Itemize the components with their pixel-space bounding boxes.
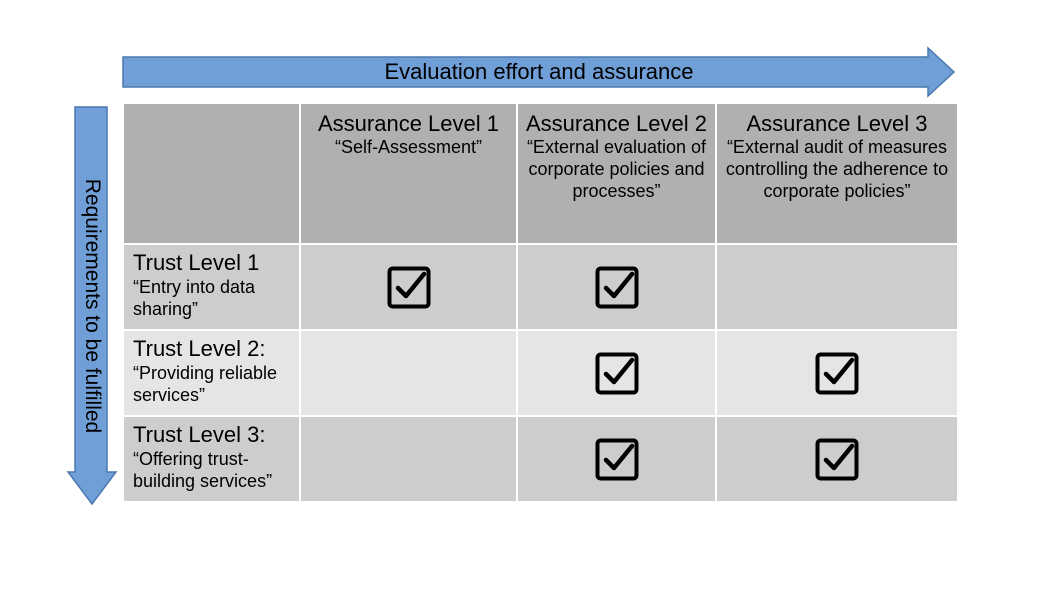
matrix-cell bbox=[518, 245, 715, 329]
column-header-assurance-3: Assurance Level 3 “External audit of mea… bbox=[717, 104, 957, 243]
row-level-label: Trust Level 3: bbox=[133, 422, 266, 447]
checkbox-checked-icon bbox=[595, 352, 638, 395]
evaluation-effort-label: Evaluation effort and assurance bbox=[384, 59, 694, 84]
row-header-trust-3: Trust Level 3: “Offering trust-building … bbox=[124, 417, 299, 501]
column-description: “Self-Assessment” bbox=[334, 137, 483, 157]
row-description: “Offering trust-building services” bbox=[133, 449, 273, 491]
row-header-trust-2: Trust Level 2: “Providing reliable servi… bbox=[124, 331, 299, 415]
checkbox-checked-icon bbox=[595, 266, 638, 309]
matrix-cell bbox=[717, 245, 957, 329]
matrix-cell bbox=[518, 417, 715, 501]
checkbox-checked-icon bbox=[595, 438, 638, 481]
column-description: “External evaluation of corporate polici… bbox=[526, 137, 707, 201]
matrix-cell bbox=[717, 417, 957, 501]
row-level-label: Trust Level 1 bbox=[133, 250, 260, 275]
column-level-label: Assurance Level 1 bbox=[318, 111, 499, 136]
row-header-trust-1: Trust Level 1 “Entry into data sharing” bbox=[124, 245, 299, 329]
matrix-cell bbox=[518, 331, 715, 415]
column-header-assurance-1: Assurance Level 1 “Self-Assessment” bbox=[301, 104, 516, 243]
column-level-label: Assurance Level 3 bbox=[746, 111, 928, 136]
checkbox-checked-icon bbox=[387, 266, 430, 309]
matrix-cell bbox=[301, 417, 516, 501]
column-level-label: Assurance Level 2 bbox=[526, 111, 707, 136]
checkbox-checked-icon bbox=[815, 438, 859, 481]
row-description: “Providing reliable services” bbox=[133, 363, 278, 405]
trust-assurance-matrix: Assurance Level 1 “Self-Assessment” Assu… bbox=[124, 104, 957, 502]
column-description: “External audit of measures controlling … bbox=[725, 137, 949, 201]
matrix-cell bbox=[717, 331, 957, 415]
requirements-arrow: Requirements to be fulfilled bbox=[66, 106, 118, 506]
checkbox-checked-icon bbox=[815, 352, 859, 395]
matrix-cell bbox=[301, 245, 516, 329]
matrix-cell bbox=[301, 331, 516, 415]
evaluation-effort-arrow: Evaluation effort and assurance bbox=[122, 46, 956, 98]
corner-cell bbox=[124, 104, 299, 243]
row-description: “Entry into data sharing” bbox=[133, 277, 256, 319]
row-level-label: Trust Level 2: bbox=[133, 336, 266, 361]
column-header-assurance-2: Assurance Level 2 “External evaluation o… bbox=[518, 104, 715, 243]
requirements-label: Requirements to be fulfilled bbox=[81, 178, 104, 434]
